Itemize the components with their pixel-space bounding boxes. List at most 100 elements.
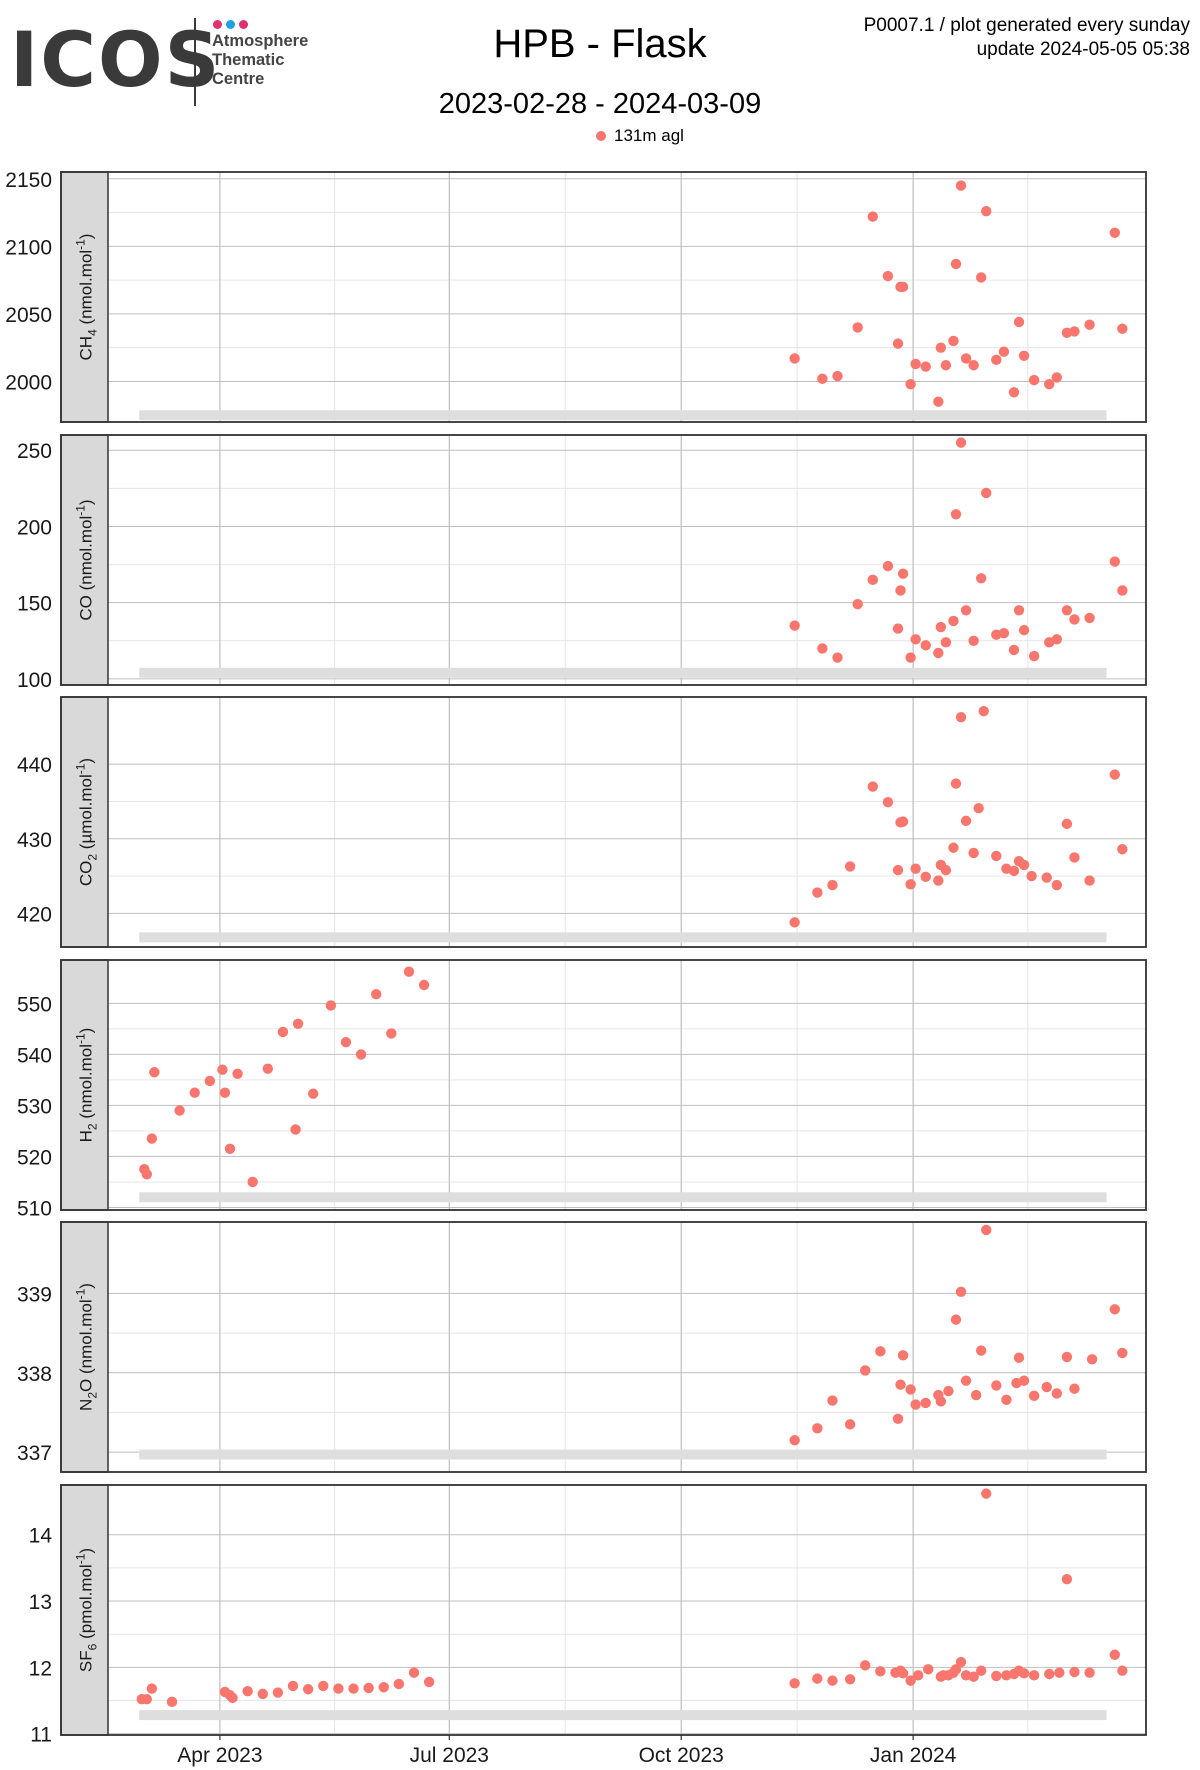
data-point bbox=[892, 1413, 904, 1425]
data-point bbox=[272, 1687, 284, 1698]
data-point bbox=[817, 373, 828, 384]
data-point bbox=[955, 1656, 967, 1668]
data-point bbox=[1117, 844, 1128, 855]
data-point bbox=[340, 1036, 352, 1048]
y-tick-label: 2000 bbox=[5, 371, 52, 394]
panel-border bbox=[60, 959, 1147, 1211]
logo-dot bbox=[226, 20, 235, 29]
data-point bbox=[242, 1686, 253, 1697]
data-point bbox=[905, 1384, 916, 1395]
data-point bbox=[935, 1396, 947, 1407]
strip-label: CH4 (nmol.mol-1) bbox=[74, 234, 100, 361]
y-tick-label: 550 bbox=[17, 993, 52, 1016]
strip-label-part: -1 bbox=[74, 505, 88, 516]
data-point bbox=[166, 1696, 178, 1708]
data-point bbox=[827, 1675, 838, 1686]
data-point bbox=[1018, 624, 1030, 636]
coverage-bar bbox=[139, 410, 1107, 421]
data-point bbox=[403, 966, 415, 977]
data-point bbox=[247, 1176, 258, 1188]
y-tick-label: 100 bbox=[17, 669, 52, 692]
data-point bbox=[897, 281, 909, 293]
panel-border bbox=[60, 1484, 1147, 1736]
data-point bbox=[386, 1028, 397, 1039]
data-point bbox=[991, 850, 1002, 862]
data-point bbox=[960, 605, 972, 616]
data-point bbox=[1026, 870, 1037, 882]
y-tick-label: 339 bbox=[17, 1283, 52, 1306]
y-tick-label: 14 bbox=[29, 1525, 53, 1548]
data-point bbox=[146, 1133, 158, 1144]
data-point bbox=[1028, 650, 1040, 662]
data-point bbox=[933, 396, 944, 407]
data-point bbox=[968, 1671, 979, 1682]
data-point bbox=[981, 1224, 992, 1236]
strip-label-part: N bbox=[77, 1399, 96, 1411]
data-point bbox=[975, 573, 987, 584]
data-point bbox=[1084, 875, 1095, 886]
x-tick-label: Oct 2023 bbox=[639, 1744, 724, 1767]
data-point bbox=[860, 1365, 871, 1376]
data-point bbox=[897, 816, 909, 827]
data-point bbox=[812, 1423, 823, 1434]
data-point bbox=[1018, 859, 1030, 871]
data-point bbox=[950, 778, 962, 789]
panel-background bbox=[108, 1222, 1146, 1472]
data-point bbox=[978, 705, 989, 717]
data-point bbox=[955, 1286, 967, 1298]
strip-label-part: 2 bbox=[86, 1123, 100, 1130]
data-point bbox=[307, 1088, 319, 1099]
strip-label-part: -1 bbox=[74, 1288, 88, 1299]
data-point bbox=[960, 1375, 972, 1386]
logo-sub-line: Thematic bbox=[212, 51, 285, 69]
data-point bbox=[227, 1692, 238, 1704]
data-point bbox=[292, 1018, 304, 1029]
data-point bbox=[905, 879, 916, 890]
data-point bbox=[302, 1684, 314, 1695]
data-point bbox=[910, 358, 921, 370]
data-point bbox=[832, 370, 843, 382]
data-point bbox=[912, 1670, 924, 1681]
y-tick-label: 530 bbox=[17, 1095, 52, 1118]
data-point bbox=[960, 353, 972, 364]
strip-label: N2O (nmol.mol-1) bbox=[74, 1283, 100, 1411]
data-point bbox=[1109, 1649, 1120, 1660]
data-point bbox=[975, 1345, 987, 1356]
data-point bbox=[933, 647, 944, 659]
data-point bbox=[141, 1693, 153, 1705]
data-point bbox=[1054, 1667, 1065, 1678]
y-tick-label: 11 bbox=[30, 1724, 52, 1747]
data-point bbox=[1109, 556, 1120, 567]
data-point bbox=[1084, 612, 1095, 624]
data-point bbox=[867, 781, 878, 792]
data-point bbox=[789, 917, 800, 928]
data-point bbox=[968, 847, 979, 859]
data-point bbox=[940, 637, 952, 648]
logo-sub-line: Atmosphere bbox=[212, 32, 309, 50]
strip-label-part: ) bbox=[77, 499, 96, 505]
y-tick-label: 13 bbox=[29, 1591, 52, 1614]
strip-label-part: (nmol.mol bbox=[77, 1299, 96, 1378]
panel-background bbox=[108, 172, 1146, 422]
data-point bbox=[892, 864, 904, 876]
data-point bbox=[844, 1419, 856, 1430]
strip-label: CO2 (µmol.mol-1) bbox=[74, 758, 100, 886]
data-point bbox=[950, 1664, 962, 1675]
data-point bbox=[318, 1680, 329, 1692]
strip-label-part: ) bbox=[77, 1548, 96, 1554]
panel-h2: 510 520 530 540 550 H2 (nmol.mol-1) bbox=[17, 959, 1147, 1220]
data-point bbox=[1001, 1394, 1012, 1405]
y-tick-label: 420 bbox=[17, 903, 52, 926]
data-point bbox=[817, 643, 828, 654]
y-tick-label: 2050 bbox=[5, 304, 52, 327]
strip-label-part: ) bbox=[77, 1283, 96, 1289]
data-point bbox=[1051, 879, 1063, 891]
data-point bbox=[867, 574, 878, 586]
data-point bbox=[1013, 605, 1025, 616]
data-point bbox=[257, 1688, 268, 1700]
data-point bbox=[905, 652, 916, 663]
x-tick-label: Jul 2023 bbox=[410, 1744, 489, 1767]
data-point bbox=[1117, 585, 1128, 596]
icos-logo: ICOS Atmosphere Thematic Centre bbox=[10, 12, 320, 107]
